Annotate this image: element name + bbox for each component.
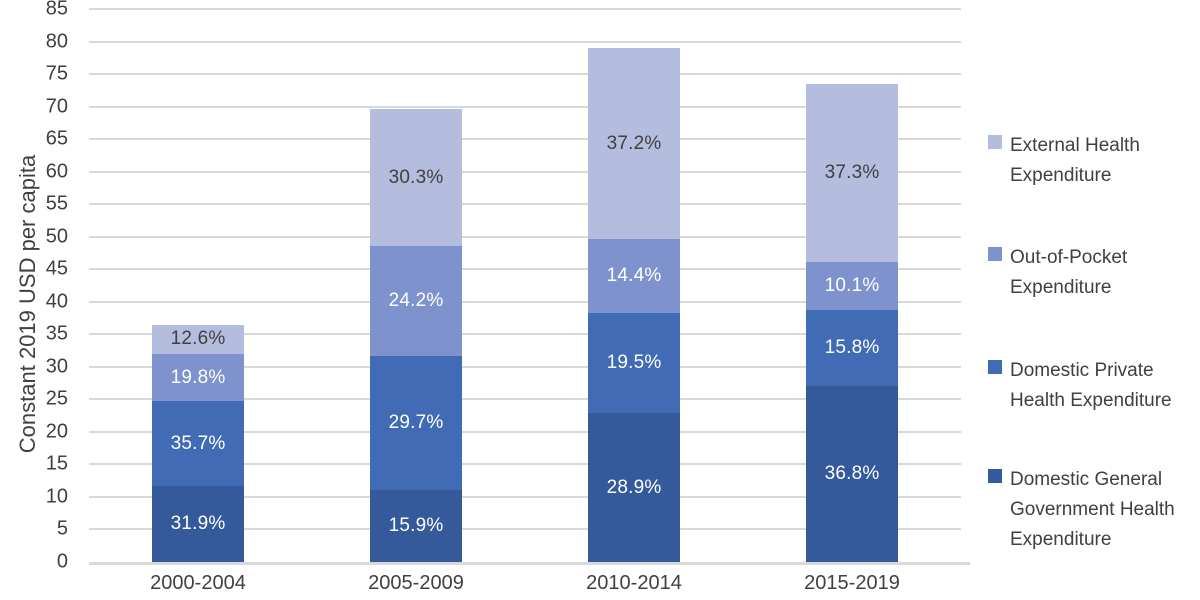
x-tick-label: 2015-2019 <box>804 572 900 594</box>
y-tick-label: 80 <box>45 30 68 53</box>
y-tick-label: 60 <box>45 160 68 183</box>
gridline <box>89 138 961 141</box>
y-tick-label: 10 <box>45 485 68 508</box>
gridline <box>89 105 961 108</box>
bar-segment <box>806 262 898 311</box>
x-axis-line <box>89 562 970 565</box>
gridline <box>89 430 961 433</box>
bar-segment <box>588 313 680 414</box>
bar-segment <box>588 47 680 240</box>
bar-segment <box>152 324 244 355</box>
x-tick-label: 2005-2009 <box>368 572 464 594</box>
bar-segment-label: 15.8% <box>824 337 880 359</box>
legend-swatch-icon <box>988 469 1002 483</box>
gridline <box>89 495 961 498</box>
gridline <box>89 365 961 368</box>
gridline <box>89 463 961 466</box>
y-tick-label: 0 <box>56 550 68 573</box>
y-tick-label: 25 <box>45 387 68 410</box>
legend-label: Domestic General Government Health Expen… <box>1010 469 1175 550</box>
bar-segment <box>588 413 680 562</box>
legend-swatch-icon <box>988 360 1002 374</box>
gridline <box>89 203 961 206</box>
bar-segment-label: 14.4% <box>606 265 662 287</box>
legend-label: Domestic Private Health Expenditure <box>1010 360 1172 411</box>
y-tick-label: 40 <box>45 290 68 313</box>
gridline <box>89 8 961 10</box>
gridline <box>89 300 961 303</box>
bar-segment-label: 24.2% <box>388 290 444 312</box>
legend-swatch-icon <box>988 135 1002 149</box>
bar-segment <box>806 310 898 386</box>
bar-segment-label: 29.7% <box>388 411 444 433</box>
bar-segment <box>588 239 680 314</box>
gridline <box>89 73 961 76</box>
y-tick-label: 55 <box>45 192 68 215</box>
bar-segment-label: 30.3% <box>388 166 444 188</box>
gridline <box>89 268 961 271</box>
x-tick-label: 2010-2014 <box>586 572 682 594</box>
bar-segment <box>152 354 244 402</box>
bar-segment-label: 37.2% <box>606 132 662 154</box>
bar-segment <box>806 83 898 263</box>
bar-segment-label: 19.8% <box>170 366 226 388</box>
gridline <box>89 398 961 401</box>
bar-segment-label: 36.8% <box>824 463 880 484</box>
bar-segment-label: 28.9% <box>606 476 662 498</box>
bar-segment <box>370 109 462 247</box>
bar-segment <box>370 246 462 356</box>
bar-segment <box>370 355 462 491</box>
bar-segment-label: 31.9% <box>170 513 226 535</box>
gridline <box>89 40 961 43</box>
x-tick-label: 2000-2004 <box>150 572 246 594</box>
bar-segment-label: 19.5% <box>606 352 662 374</box>
bar-segment-label: 15.9% <box>388 515 444 537</box>
y-tick-label: 85 <box>45 0 68 20</box>
y-tick-label: 35 <box>45 322 68 345</box>
bar-segment-label: 10.1% <box>824 275 880 297</box>
y-tick-label: 70 <box>45 95 68 118</box>
bar-segment-label: 12.6% <box>170 328 226 350</box>
legend-label: External Health Expenditure <box>1010 135 1140 186</box>
gridline <box>89 235 961 238</box>
bar-segment-label: 37.3% <box>824 162 880 183</box>
legend-label: Out-of-Pocket Expenditure <box>1010 247 1128 298</box>
y-tick-label: 50 <box>45 225 68 248</box>
y-tick-label: 15 <box>45 452 68 475</box>
bar-segment <box>370 490 462 562</box>
gridline <box>89 528 961 531</box>
bar-segment <box>152 486 244 562</box>
y-tick-label: 45 <box>45 257 68 280</box>
bar-segment <box>806 386 898 562</box>
y-tick-label: 20 <box>45 420 68 443</box>
y-tick-label: 65 <box>45 127 68 150</box>
bar-segment <box>152 401 244 487</box>
gridline <box>89 333 961 336</box>
y-tick-label: 5 <box>56 517 68 540</box>
y-tick-label: 30 <box>45 355 68 378</box>
y-tick-label: 75 <box>45 62 68 85</box>
bar-segment-label: 35.7% <box>170 432 226 454</box>
legend-swatch-icon <box>988 247 1002 261</box>
gridline <box>89 170 961 173</box>
